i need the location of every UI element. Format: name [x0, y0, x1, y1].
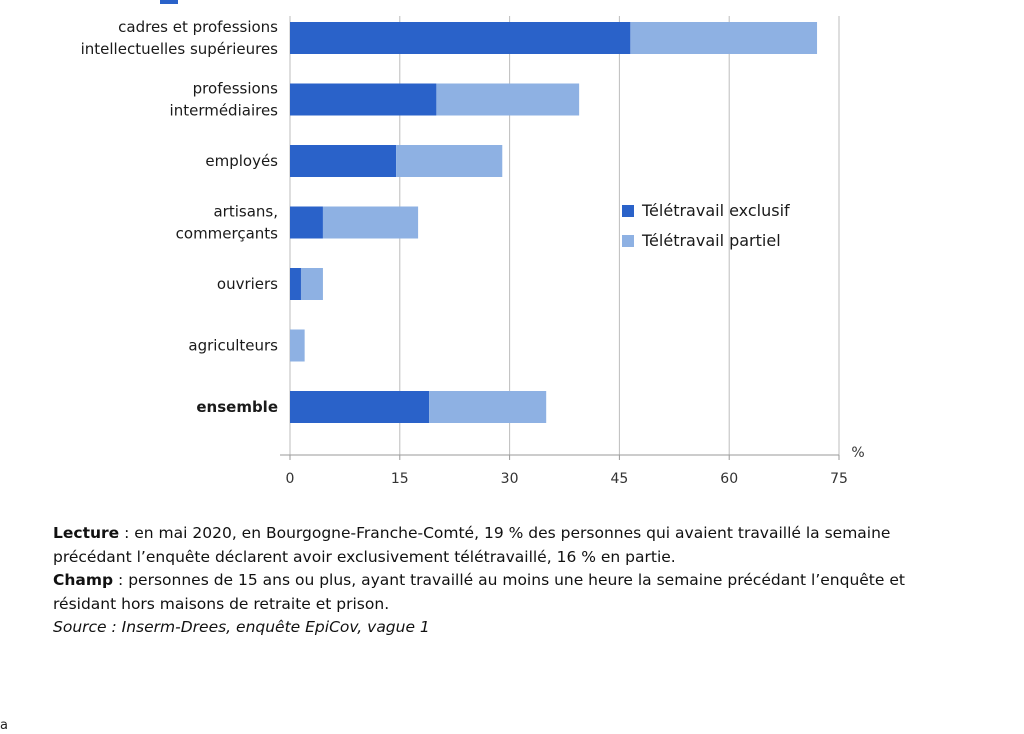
corner-letter: a	[0, 718, 8, 733]
lecture-note: Lecture : en mai 2020, en Bourgogne-Fran…	[53, 522, 913, 569]
category-label: cadres et professions	[118, 18, 278, 36]
source-note: Source : Inserm-Drees, enquête EpiCov, v…	[53, 618, 430, 636]
legend-swatch	[622, 235, 634, 247]
x-unit-label: %	[851, 445, 864, 461]
category-label: intellectuelles supérieures	[81, 40, 279, 58]
category-label: intermédiaires	[170, 102, 279, 120]
bar-segment	[290, 268, 301, 300]
legend-label: Télétravail partiel	[641, 231, 781, 250]
chart-notes: Lecture : en mai 2020, en Bourgogne-Fran…	[53, 522, 913, 640]
legend-label: Télétravail exclusif	[641, 201, 790, 220]
lecture-label: Lecture	[53, 524, 120, 542]
category-label: employés	[205, 152, 278, 170]
bar-segment	[290, 83, 437, 116]
x-tick-label: 75	[830, 471, 848, 487]
x-tick-label: 30	[501, 471, 519, 487]
category-label: ensemble	[196, 398, 278, 416]
champ-label: Champ	[53, 571, 114, 589]
bar-segment	[436, 83, 580, 116]
bar-chart-svg: 0 15 30 45 60 75% cadres et professions intelle…	[81, 16, 865, 487]
chart: 0 15 30 45 60 75% cadres et professions intelle…	[81, 16, 865, 487]
title-fragment	[160, 0, 178, 4]
category-label: agriculteurs	[188, 337, 278, 355]
bar-segment	[290, 206, 323, 239]
bar-segment	[290, 329, 305, 362]
bar-segment	[300, 268, 323, 300]
champ-note: Champ : personnes de 15 ans ou plus, aya…	[53, 569, 913, 616]
category-label: ouvriers	[217, 275, 278, 293]
x-tick-label: 0	[286, 471, 295, 487]
bar-segment	[290, 391, 430, 423]
x-tick-label: 15	[391, 471, 409, 487]
category-label: artisans,	[213, 203, 278, 221]
bar-segment	[290, 145, 397, 177]
x-tick-label: 45	[610, 471, 628, 487]
category-label: professions	[193, 80, 279, 98]
legend-swatch	[622, 205, 634, 217]
bar-segment	[630, 22, 818, 54]
bar-segment	[396, 145, 503, 177]
bar-segment	[290, 22, 631, 54]
bar-segment	[429, 391, 547, 423]
lecture-text: : en mai 2020, en Bourgogne-Franche-Comt…	[53, 524, 891, 566]
bar-segment	[322, 206, 419, 239]
category-label: commerçants	[176, 225, 279, 243]
x-tick-label: 60	[720, 471, 738, 487]
champ-text: : personnes de 15 ans ou plus, ayant tra…	[53, 571, 905, 613]
